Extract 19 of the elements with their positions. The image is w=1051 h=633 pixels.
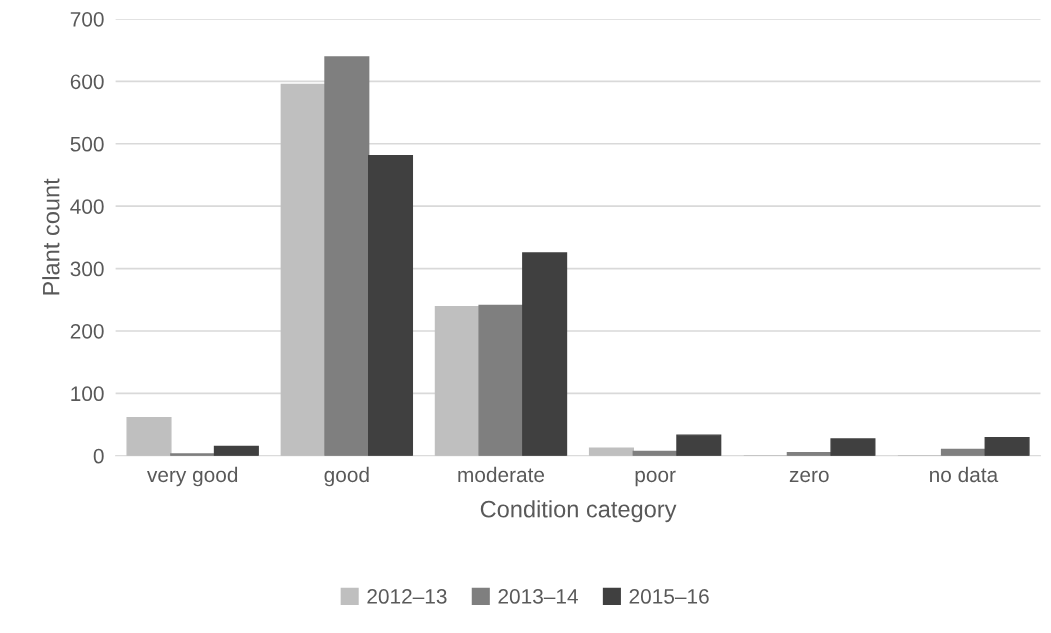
y-tick-label: 600 (70, 74, 104, 90)
y-tick-label: 200 (70, 323, 104, 339)
x-tick-label: moderate (458, 466, 545, 483)
x-tick-label: no data (930, 466, 999, 483)
x-tick-label: poor (635, 470, 676, 487)
x-axis-title: Condition category (480, 500, 677, 523)
y-axis-title: Plant count (42, 178, 60, 295)
y-tick-label: 500 (70, 136, 104, 152)
y-tick-label: 0 (93, 448, 104, 464)
legend-label: 2012–13 (367, 589, 447, 604)
legend-label: 2015–16 (629, 589, 709, 604)
y-tick-label: 700 (70, 11, 104, 27)
legend-label: 2013–14 (498, 589, 578, 604)
x-tick-label: zero (789, 470, 829, 483)
y-tick-label: 300 (70, 261, 104, 277)
x-tick-label: good (324, 466, 369, 487)
y-tick-label: 100 (71, 386, 104, 402)
x-tick-label: very good (147, 466, 238, 487)
y-tick-label: 400 (70, 199, 104, 214)
